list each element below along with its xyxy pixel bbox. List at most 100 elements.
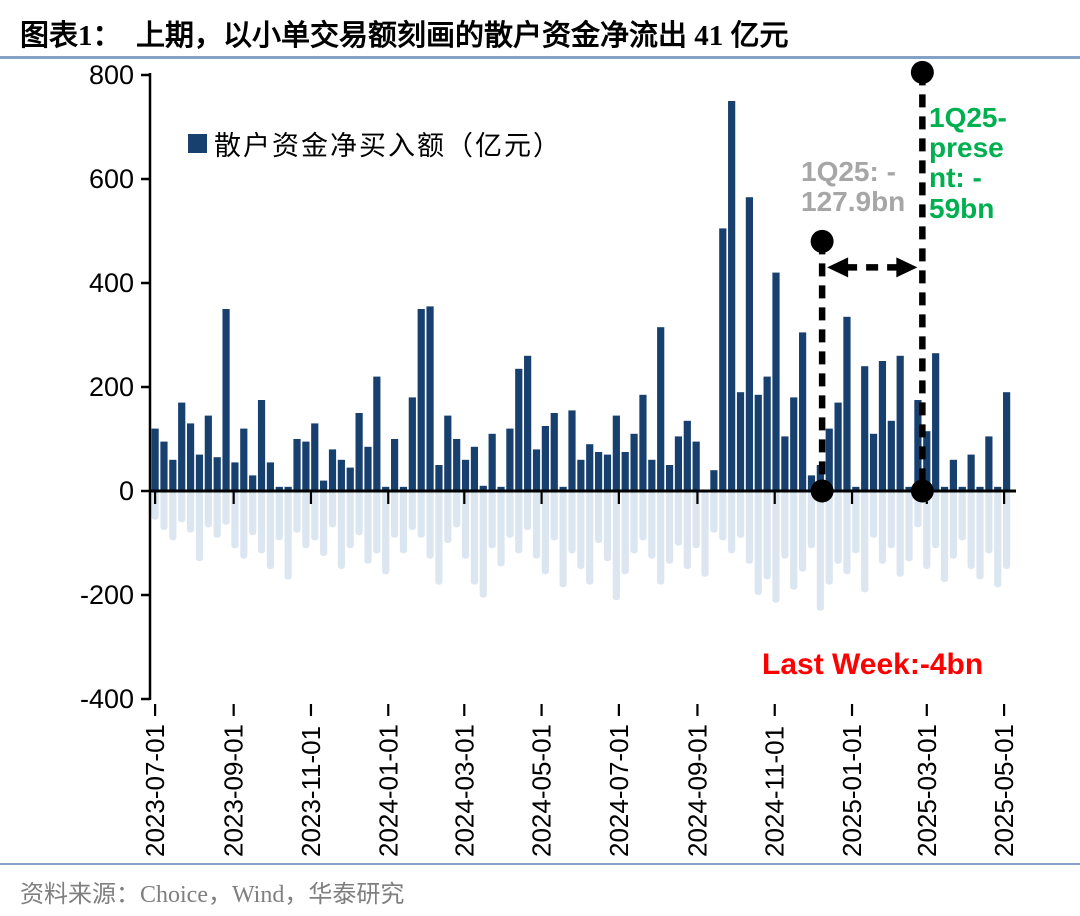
bar-positive xyxy=(612,415,620,491)
range-arrow-head-left xyxy=(827,257,849,278)
marker-dot-top xyxy=(810,229,834,253)
bar-negative xyxy=(461,491,470,559)
bar-negative xyxy=(302,491,310,549)
bar-negative xyxy=(506,491,514,538)
bar-positive xyxy=(151,428,159,491)
bar-positive xyxy=(240,428,248,491)
x-tick-label: 2024-01-01 xyxy=(373,724,403,857)
bar-positive xyxy=(825,428,833,491)
bar-positive xyxy=(843,316,851,491)
bar-positive xyxy=(470,446,479,491)
bar-positive xyxy=(355,413,363,491)
bar-positive xyxy=(302,441,310,491)
bar-positive xyxy=(346,467,354,491)
y-tick-label: 800 xyxy=(89,60,134,90)
bar-negative xyxy=(559,491,567,588)
bar-negative xyxy=(213,491,221,538)
bar-positive xyxy=(1003,392,1011,491)
bar-negative xyxy=(932,491,940,549)
x-tick-label: 2025-01-01 xyxy=(837,724,867,857)
bar-positive xyxy=(337,459,345,491)
y-tick-label: -200 xyxy=(80,580,134,610)
bar-positive xyxy=(683,420,691,491)
bar-negative xyxy=(852,491,860,554)
x-tick-label: 2024-05-01 xyxy=(527,724,557,857)
bar-negative xyxy=(834,491,842,564)
bar-negative xyxy=(781,491,789,559)
bar-negative xyxy=(293,491,301,533)
bar-negative xyxy=(355,491,363,536)
bar-positive xyxy=(249,475,257,491)
bar-negative xyxy=(186,491,195,533)
bar-positive xyxy=(524,355,532,491)
bar-positive xyxy=(435,465,443,491)
bar-positive xyxy=(790,397,798,491)
bar-positive xyxy=(914,400,922,491)
bar-positive xyxy=(568,410,576,491)
bar-positive xyxy=(488,433,496,491)
bar-negative xyxy=(577,491,585,569)
bar-positive xyxy=(878,361,887,491)
bar-negative xyxy=(160,491,168,530)
bar-negative xyxy=(497,491,505,567)
bar-positive xyxy=(364,446,372,491)
bar-positive xyxy=(728,101,736,491)
bar-positive xyxy=(497,486,505,491)
bar-negative xyxy=(586,491,594,585)
range-arrow-head-right xyxy=(896,257,918,278)
bar-positive xyxy=(311,423,319,491)
bar-negative xyxy=(346,491,354,549)
bar-negative xyxy=(364,491,372,564)
bar-positive xyxy=(426,306,434,491)
bar-negative xyxy=(178,491,186,523)
bar-positive xyxy=(621,452,629,491)
y-tick-label: 600 xyxy=(89,164,134,194)
annotation-1q25: 1Q25: - 127.9bn xyxy=(801,156,906,218)
bar-negative xyxy=(887,491,895,549)
bar-positive xyxy=(293,439,301,491)
bar-positive xyxy=(453,439,461,491)
bar-negative xyxy=(169,491,177,541)
bar-negative xyxy=(479,491,487,598)
bar-positive xyxy=(603,454,612,491)
y-tick-label: 0 xyxy=(119,476,134,506)
bar-positive xyxy=(861,366,869,491)
annotation-1q25-present: 1Q25- prese nt: - 59bn xyxy=(929,102,1007,224)
y-tick-label: -400 xyxy=(80,684,134,714)
bar-positive xyxy=(887,420,895,491)
bar-positive xyxy=(417,309,425,491)
bar-negative xyxy=(532,491,541,559)
bar-positive xyxy=(506,428,514,491)
bar-positive xyxy=(586,444,594,491)
bar-positive xyxy=(772,272,780,491)
bar-positive xyxy=(169,459,177,491)
bar-negative xyxy=(665,491,674,564)
bar-negative xyxy=(923,491,931,569)
bar-negative xyxy=(745,491,753,564)
bar-positive xyxy=(328,449,337,491)
bar-positive xyxy=(674,436,683,491)
bar-negative xyxy=(648,491,656,559)
bar-negative xyxy=(568,491,576,554)
bar-positive xyxy=(186,423,195,491)
bar-negative xyxy=(657,491,665,585)
bar-positive xyxy=(896,355,904,491)
bar-negative xyxy=(683,491,691,569)
bar-positive xyxy=(390,439,399,491)
bar-negative xyxy=(541,491,549,575)
bar-negative xyxy=(399,491,408,554)
bar-positive xyxy=(869,433,878,491)
bar-negative xyxy=(728,491,736,554)
bar-positive xyxy=(745,197,753,491)
bar-positive xyxy=(657,327,665,491)
bar-negative xyxy=(799,491,807,572)
bar-positive xyxy=(639,394,647,491)
chart-title: 图表1： 上期，以小单交易额刻画的散户资金净流出 41 亿元 xyxy=(20,20,789,52)
bar-negative xyxy=(621,491,629,575)
bar-positive xyxy=(559,486,567,491)
bar-positive xyxy=(373,376,381,491)
x-tick-label: 2023-11-01 xyxy=(296,726,326,857)
bar-positive xyxy=(577,459,585,491)
